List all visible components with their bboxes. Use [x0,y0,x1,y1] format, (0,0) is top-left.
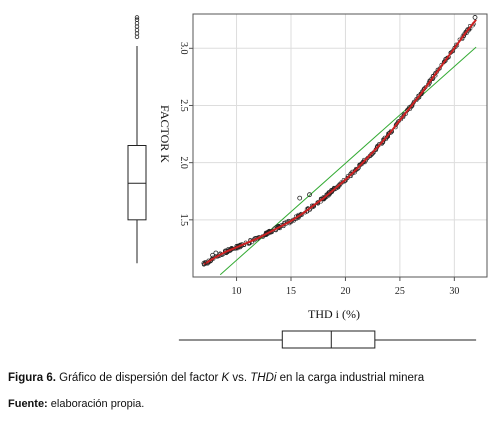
x-axis-label: THD i (%) [308,307,360,321]
outlier-point [210,252,216,258]
x-boxplot [178,330,477,349]
figure-source: Fuente: elaboración propia. [8,398,144,410]
plot-frame [192,13,488,278]
axis-ticks: 10 15 20 25 30 1.5 2.0 2.5 3.0 [178,42,459,297]
caption-text-3: en la carga industrial minera [276,372,425,384]
caption-text-2: vs. [229,372,251,384]
data-point [352,169,357,173]
y-tick-label: 3.0 [178,42,189,55]
data-point [382,137,387,142]
data-point [350,171,355,176]
caption-label: Figura 6. [8,372,56,384]
y-tick-label: 2.5 [178,99,189,112]
y-boxplot-box [127,145,147,221]
outlier-point [472,15,478,20]
outlier-point [307,192,312,198]
x-tick-label: 15 [286,286,296,297]
source-label: Fuente: [8,398,48,410]
source-text: elaboración propia. [47,398,145,410]
y-boxplot [127,15,147,264]
figure-caption: Figura 6. Gráfico de dispersión del fact… [8,372,424,384]
outlier-point [297,195,303,201]
outlier-point [201,260,207,266]
scatter-chart: 10 15 20 25 30 1.5 2.0 2.5 3.0 FACTOR K THD i (%… [127,13,488,349]
outlier-point [213,250,219,256]
grid-lines [193,14,487,277]
linear-fit-line [219,46,477,276]
y-boxplot-outlier [134,15,140,20]
y-tick-label: 1.5 [178,214,189,227]
data-points [201,22,476,267]
x-tick-label: 25 [395,286,405,297]
outlier-points [201,15,478,266]
y-boxplot-outlier [134,17,140,22]
x-tick-label: 30 [449,286,459,297]
caption-k: K [221,372,230,384]
y-tick-label: 2.0 [178,156,189,169]
x-boxplot-box [281,330,376,349]
smooth-curve [203,19,477,266]
x-tick-label: 20 [340,286,350,297]
caption-thdi: THDi [250,372,277,384]
x-tick-label: 10 [232,286,242,297]
y-axis-label: FACTOR K [158,105,172,163]
caption-text-1: Gráfico de dispersión del factor [55,372,222,384]
